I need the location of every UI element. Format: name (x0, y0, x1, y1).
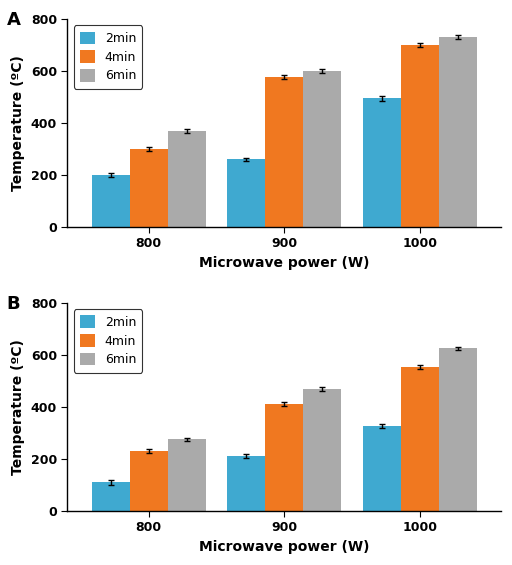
Bar (167, 131, 205, 227)
Text: B: B (7, 294, 20, 312)
Bar (227, 457, 265, 511)
Y-axis label: Temperature (ºC): Temperature (ºC) (11, 339, 25, 475)
X-axis label: Microwave power (W): Microwave power (W) (199, 540, 369, 554)
Y-axis label: Temperature (ºC): Temperature (ºC) (11, 55, 25, 191)
Bar (265, 405, 303, 511)
Legend: 2min, 4min, 6min: 2min, 4min, 6min (74, 309, 142, 372)
Bar (362, 98, 400, 227)
Bar (167, 440, 205, 511)
Bar (439, 37, 477, 227)
Bar (362, 427, 400, 511)
Bar (303, 389, 341, 511)
Bar (130, 149, 167, 227)
Bar (303, 71, 341, 227)
Bar (400, 367, 439, 511)
Bar (130, 451, 167, 511)
Bar (92, 483, 130, 511)
X-axis label: Microwave power (W): Microwave power (W) (199, 256, 369, 270)
Bar (227, 159, 265, 227)
Legend: 2min, 4min, 6min: 2min, 4min, 6min (74, 25, 142, 89)
Bar (400, 45, 439, 227)
Bar (265, 77, 303, 227)
Text: A: A (7, 11, 20, 29)
Bar (439, 349, 477, 511)
Bar (92, 175, 130, 227)
